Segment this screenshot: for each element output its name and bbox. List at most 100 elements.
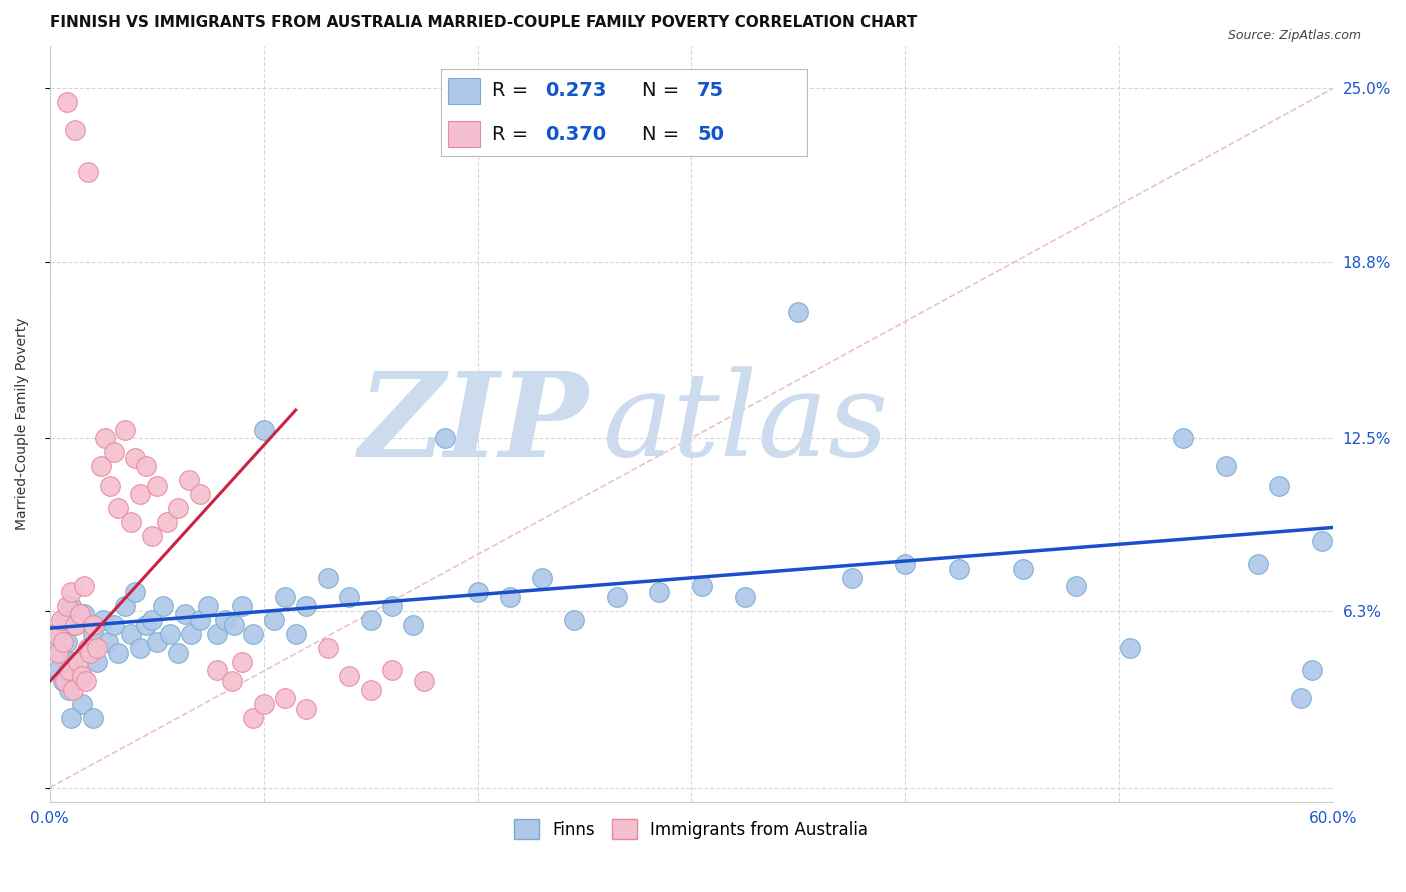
Text: ZIP: ZIP [359,367,589,482]
Point [690,579,713,593]
Point [316,640,339,655]
Point [145,635,167,649]
Point [66,669,89,683]
Point [86,655,108,669]
Point [62,655,84,669]
Point [242,627,264,641]
Point [530,571,553,585]
Point [82,627,104,641]
Point [49,646,72,660]
Point [58,682,80,697]
Point [360,682,382,697]
Point [49,613,72,627]
Point [128,640,150,655]
Point [316,571,339,585]
Point [86,640,108,655]
Point [413,674,436,689]
Point [58,663,80,677]
Point [231,655,253,669]
Point [91,613,114,627]
Point [1310,534,1333,549]
Point [231,599,253,613]
Point [82,618,104,632]
Point [77,165,100,179]
Point [65,618,87,632]
Point [48,663,70,677]
Point [145,478,167,492]
Point [1011,562,1033,576]
Point [79,646,101,660]
Point [381,663,404,677]
Point [103,618,125,632]
Point [124,450,146,465]
Point [188,613,211,627]
Point [120,515,142,529]
Point [60,711,83,725]
Point [107,646,129,660]
Point [45,640,67,655]
Point [1064,579,1087,593]
Point [73,579,96,593]
Point [205,627,228,641]
Point [114,423,136,437]
Legend: Finns, Immigrants from Australia: Finns, Immigrants from Australia [508,813,875,847]
Point [141,613,163,627]
Point [70,697,93,711]
Point [1289,691,1312,706]
Point [52,674,75,689]
Point [1119,640,1142,655]
Point [253,423,276,437]
Point [65,618,87,632]
Point [177,473,200,487]
Point [82,711,104,725]
Point [90,458,112,473]
Point [253,697,276,711]
Point [284,627,307,641]
Point [1247,557,1270,571]
Point [120,627,142,641]
Point [60,599,83,613]
Point [894,557,917,571]
Point [65,123,87,137]
Point [70,669,93,683]
Point [214,613,236,627]
Point [295,702,318,716]
Point [605,591,627,605]
Point [42,627,65,641]
Point [360,613,382,627]
Point [53,613,76,627]
Point [188,487,211,501]
Point [1215,458,1237,473]
Point [48,646,70,660]
Point [141,529,163,543]
Point [434,431,457,445]
Point [337,591,360,605]
Point [734,591,756,605]
Y-axis label: Married-Couple Family Poverty: Married-Couple Family Poverty [15,318,30,530]
Point [1301,663,1323,677]
Point [152,599,174,613]
Point [274,691,297,706]
Point [56,599,79,613]
Point [1268,478,1291,492]
Point [173,607,195,622]
Point [787,305,810,319]
Point [1173,431,1195,445]
Point [156,515,179,529]
Point [45,627,67,641]
Point [73,607,96,622]
Point [167,500,190,515]
Point [197,599,219,613]
Point [159,627,181,641]
Point [128,487,150,501]
Point [98,478,121,492]
Point [841,571,863,585]
Point [263,613,285,627]
Point [53,674,76,689]
Text: atlas: atlas [602,367,889,482]
Point [205,663,228,677]
Point [103,445,125,459]
Point [97,635,120,649]
Text: Source: ZipAtlas.com: Source: ZipAtlas.com [1227,29,1361,42]
Point [242,711,264,725]
